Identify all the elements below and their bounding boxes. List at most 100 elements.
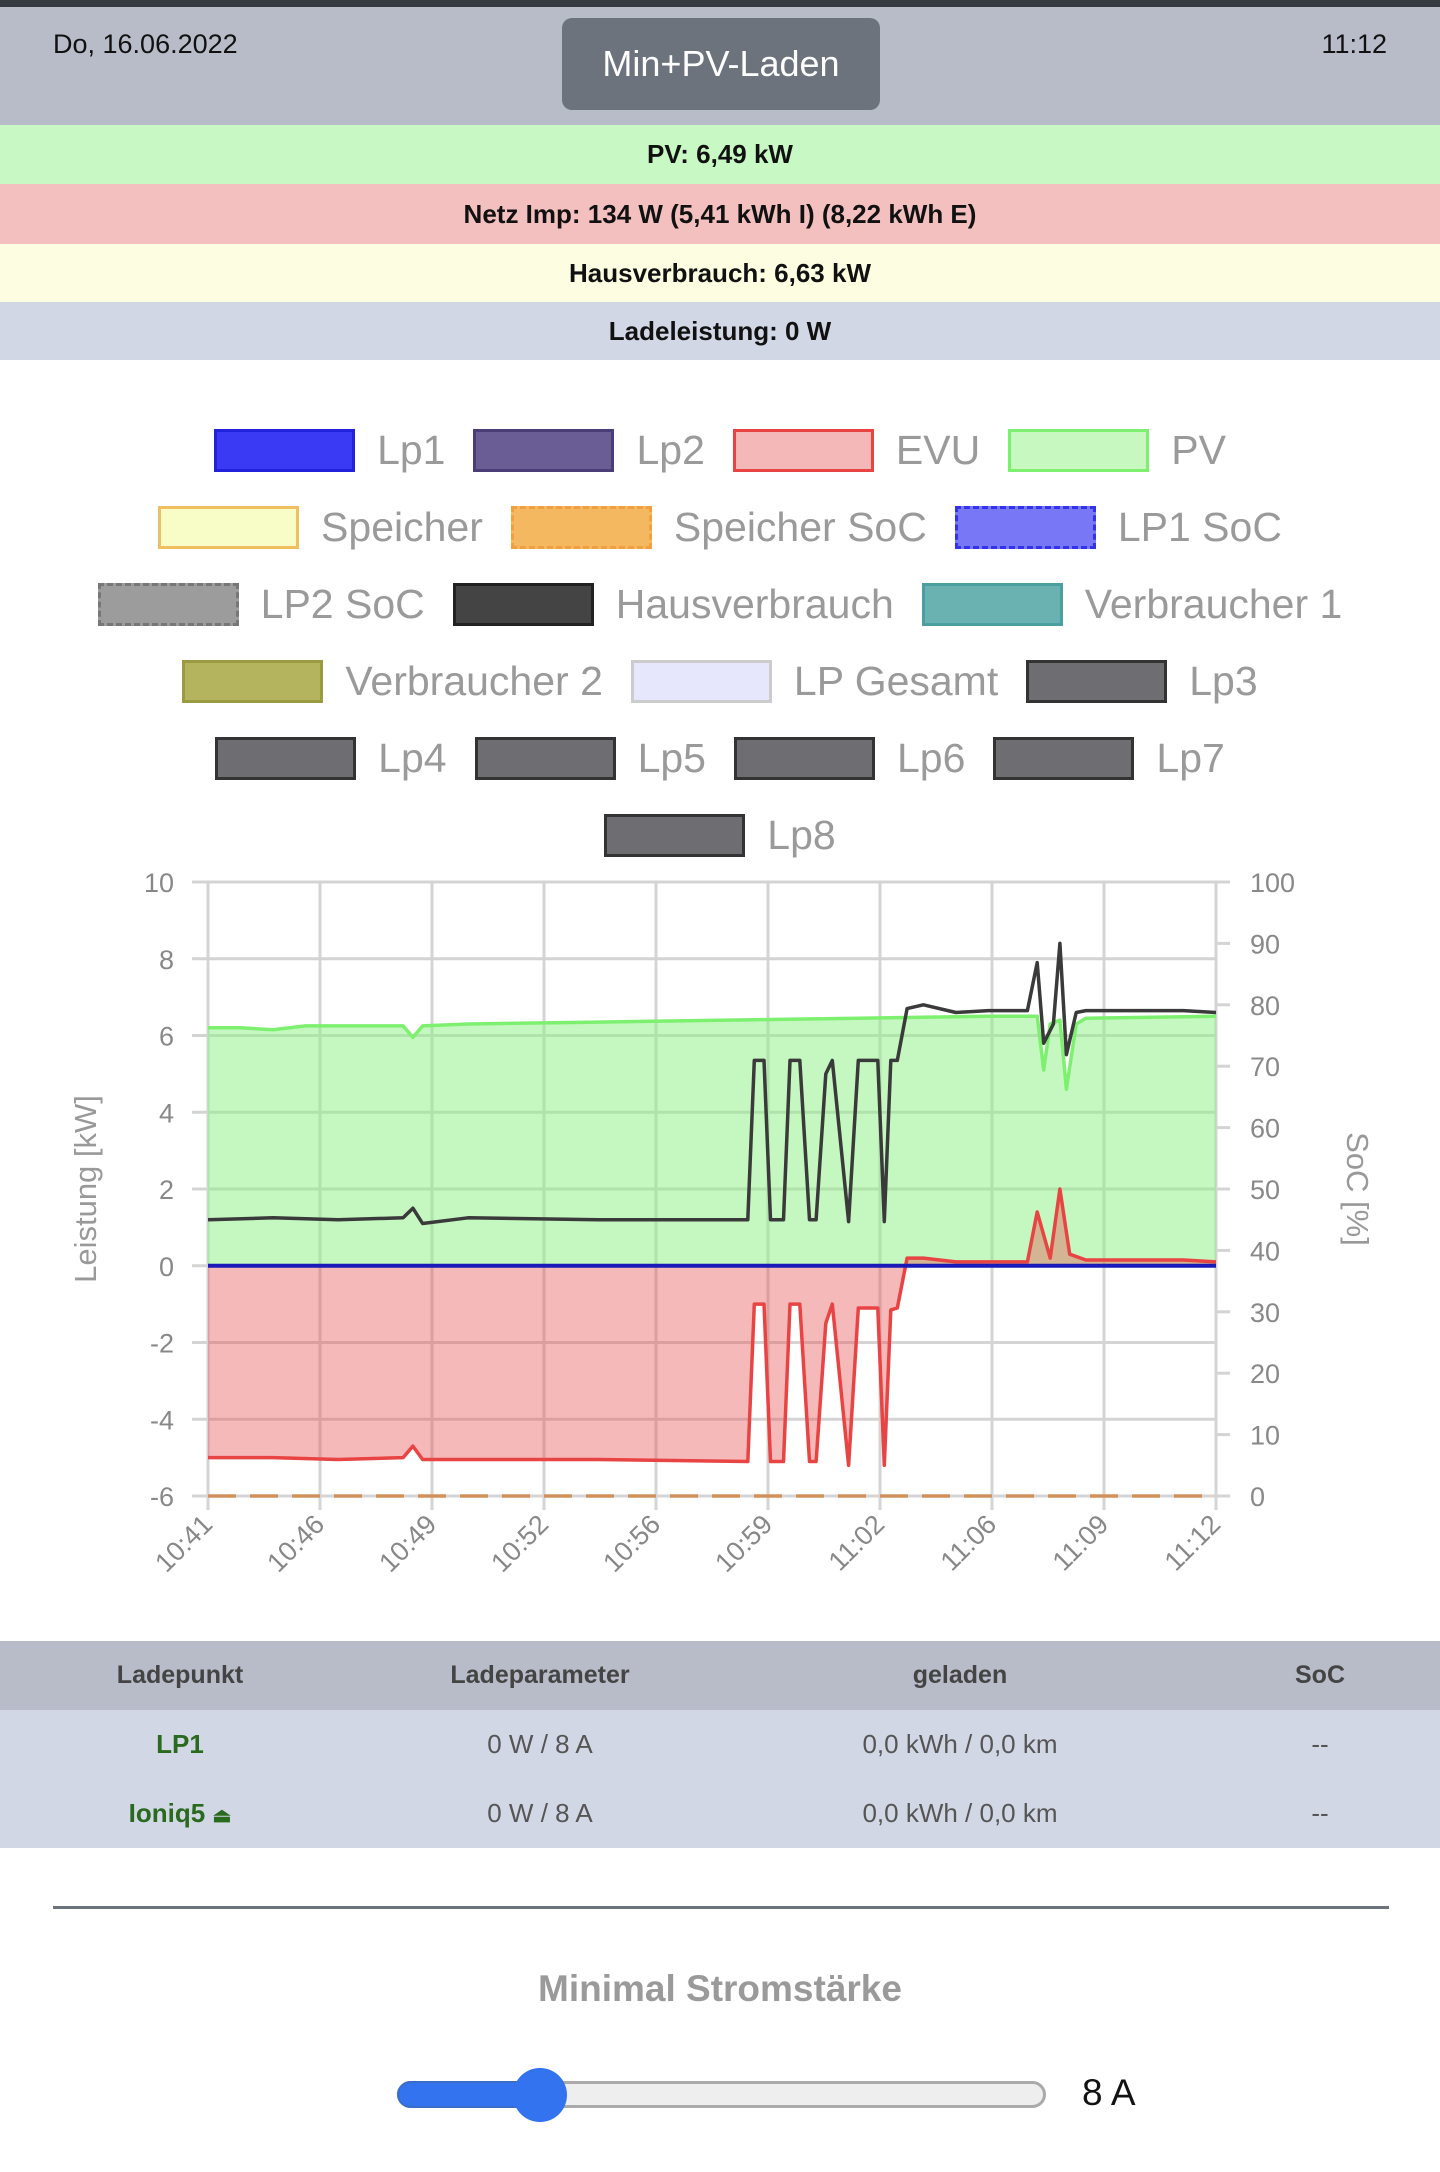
legend-label: Lp1 xyxy=(377,427,446,473)
legend-row: LP2 SoC Hausverbrauch Verbraucher 1 xyxy=(0,566,1440,643)
y-tick-label: 10 xyxy=(144,868,174,898)
charged-amount: 0,0 kWh / 0,0 km xyxy=(862,1798,1058,1828)
house-consumption-band: Hausverbrauch: 6,63 kW xyxy=(0,244,1440,302)
series-area-pv xyxy=(208,1016,1216,1266)
charge-parameter: 0 W / 8 A xyxy=(487,1729,593,1759)
x-tick-label: 10:49 xyxy=(373,1509,442,1578)
legend-item[interactable]: Lp2 xyxy=(473,427,705,474)
legend-label: Lp2 xyxy=(636,427,705,473)
min-current-title: Minimal Stromstärke xyxy=(538,1968,902,2009)
y2-tick-label: 0 xyxy=(1250,1482,1265,1512)
plug-icon: ⏏ xyxy=(212,1805,232,1827)
charge-parameter: 0 W / 8 A xyxy=(487,1798,593,1828)
y-tick-label: 6 xyxy=(159,1022,174,1052)
legend-label: Hausverbrauch xyxy=(615,581,894,627)
legend-swatch xyxy=(604,814,746,857)
legend-item[interactable]: PV xyxy=(1008,427,1226,474)
legend-label: LP Gesamt xyxy=(793,658,999,704)
legend-item[interactable]: Lp3 xyxy=(1026,658,1258,705)
y-tick-label: -4 xyxy=(150,1405,174,1435)
legend-swatch xyxy=(214,429,356,472)
legend-item[interactable]: Lp6 xyxy=(734,735,965,782)
y-tick-label: 4 xyxy=(159,1098,174,1128)
charge-points-table: Ladepunkt Ladeparameter geladen SoC LP1 … xyxy=(0,1641,1440,1848)
legend-item[interactable]: EVU xyxy=(732,427,981,474)
legend-swatch xyxy=(510,506,652,549)
legend-label: Lp4 xyxy=(378,735,447,781)
date: Do, 16.06.2022 xyxy=(53,29,238,59)
charge-point-name[interactable]: LP1 xyxy=(156,1729,204,1759)
header-geladen: geladen xyxy=(912,1661,1008,1689)
legend-item[interactable]: Lp5 xyxy=(474,735,706,782)
legend-label: Lp3 xyxy=(1189,658,1258,704)
legend-swatch xyxy=(158,506,300,549)
legend-item[interactable]: Verbraucher 2 xyxy=(182,658,603,705)
legend-item[interactable]: Speicher SoC xyxy=(510,504,927,551)
legend-item[interactable]: LP2 SoC xyxy=(97,581,425,628)
x-tick-label: 10:59 xyxy=(709,1509,778,1578)
table-row[interactable]: Ioniq5 ⏏ 0 W / 8 A 0,0 kWh / 0,0 km -- xyxy=(0,1779,1440,1848)
legend-item[interactable]: LP Gesamt xyxy=(630,658,999,705)
y2-tick-label: 90 xyxy=(1250,929,1280,959)
y2-tick-label: 100 xyxy=(1250,868,1295,898)
header: Do, 16.06.2022 Min+PV-Laden 11:12 xyxy=(0,7,1440,125)
charge-mode-button[interactable]: Min+PV-Laden xyxy=(562,18,880,110)
y-axis-label: Leistung [kW] xyxy=(68,1095,103,1283)
header-ladepunkt: Ladepunkt xyxy=(116,1661,244,1689)
series-area-evu xyxy=(208,1189,1216,1466)
legend-swatch xyxy=(993,737,1135,780)
series-line-pv xyxy=(208,1014,1217,1091)
charging-power-band: Ladeleistung: 0 W xyxy=(0,302,1440,360)
table-row[interactable]: LP1 0 W / 8 A 0,0 kWh / 0,0 km -- xyxy=(0,1710,1440,1779)
y-tick-label: -6 xyxy=(150,1482,174,1512)
y2-tick-label: 30 xyxy=(1250,1298,1280,1328)
divider xyxy=(53,1906,1389,1909)
x-tick-label: 10:56 xyxy=(597,1509,666,1578)
legend-label: Lp8 xyxy=(767,812,836,858)
header-ladeparameter: Ladeparameter xyxy=(450,1661,630,1689)
charge-point-name-cell[interactable]: Ioniq5 ⏏ xyxy=(0,1798,360,1829)
legend-row: Speicher Speicher SoC LP1 SoC xyxy=(0,489,1440,566)
legend-item[interactable]: Hausverbrauch xyxy=(452,581,894,628)
charged-amount: 0,0 kWh / 0,0 km xyxy=(862,1729,1058,1759)
legend-swatch xyxy=(97,583,239,626)
y2-tick-label: 40 xyxy=(1250,1236,1280,1266)
legend-item[interactable]: Verbraucher 1 xyxy=(921,581,1343,628)
legend-label: Speicher xyxy=(321,504,483,550)
min-current-value: 8 A xyxy=(1082,2072,1136,2113)
legend-item[interactable]: Speicher xyxy=(158,504,483,551)
y-tick-label: 8 xyxy=(159,945,174,975)
legend-swatch xyxy=(474,737,616,780)
legend-label: Lp5 xyxy=(637,735,706,781)
y2-tick-label: 70 xyxy=(1250,1052,1280,1082)
x-tick-label: 11:02 xyxy=(823,1509,891,1577)
legend-label: EVU xyxy=(895,427,981,473)
legend-item[interactable]: LP1 SoC xyxy=(954,504,1282,551)
legend-label: Verbraucher 1 xyxy=(1084,581,1343,627)
legend-item[interactable]: Lp8 xyxy=(604,812,836,859)
x-tick-label: 10:52 xyxy=(485,1509,554,1578)
grid-band: Netz Imp: 134 W (5,41 kWh I) (8,22 kWh E… xyxy=(0,184,1440,244)
legend-item[interactable]: Lp1 xyxy=(214,427,445,474)
legend-label: Lp6 xyxy=(897,735,966,781)
header-soc: SoC xyxy=(1295,1661,1345,1689)
legend-row: Lp8 xyxy=(0,797,1440,874)
pv-band: PV: 6,49 kW xyxy=(0,125,1440,184)
min-current-slider-thumb[interactable] xyxy=(512,2068,567,2122)
y2-tick-label: 80 xyxy=(1250,991,1280,1021)
series-line-hausverbrauch xyxy=(207,941,1217,1226)
time: 11:12 xyxy=(1321,29,1387,59)
legend-item[interactable]: Lp7 xyxy=(993,735,1225,782)
legend-swatch xyxy=(182,660,324,703)
legend-item[interactable]: Lp4 xyxy=(215,735,447,782)
x-tick-label: 11:12 xyxy=(1159,1509,1227,1577)
y2-tick-label: 50 xyxy=(1250,1175,1280,1205)
legend-swatch xyxy=(473,429,615,472)
soc-value: -- xyxy=(1311,1729,1329,1759)
y2-tick-label: 10 xyxy=(1250,1421,1280,1451)
series-line-evu xyxy=(208,1187,1217,1468)
x-tick-label: 11:06 xyxy=(935,1509,1003,1577)
legend-swatch xyxy=(1026,660,1168,703)
x-tick-label: 10:41 xyxy=(149,1509,218,1578)
legend-swatch xyxy=(732,429,874,472)
